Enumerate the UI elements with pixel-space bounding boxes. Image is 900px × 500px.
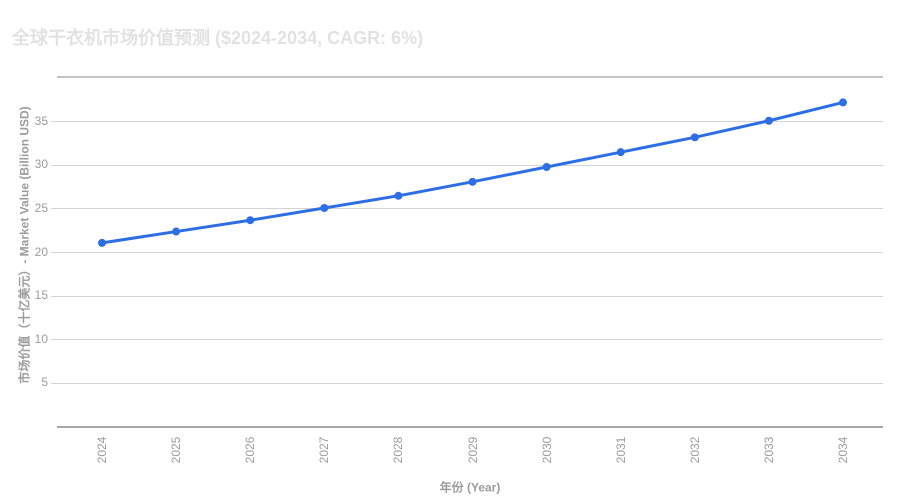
y-tick-label-25: 25 — [34, 200, 48, 215]
data-point-2030 — [542, 162, 551, 171]
y-gridline-25 — [51, 208, 883, 210]
data-point-2024 — [98, 238, 106, 247]
x-axis-title: 年份 (Year) — [439, 480, 501, 495]
chart-title: 全球干衣机市场价值预测 ($2024-2034, CAGR: 6%) — [12, 28, 424, 48]
y-tick-label-5: 5 — [41, 375, 48, 390]
y-gridline-15 — [51, 295, 883, 297]
y-gridline-30 — [51, 164, 883, 166]
y-tick-label-20: 20 — [34, 244, 48, 259]
data-point-2025 — [172, 227, 181, 236]
y-tick-label-15: 15 — [34, 288, 48, 303]
data-point-2026 — [246, 216, 255, 225]
data-point-2029 — [468, 177, 477, 186]
y-tick-label-30: 30 — [34, 157, 48, 172]
data-point-2027 — [320, 204, 329, 213]
y-tick-label-35: 35 — [34, 113, 48, 128]
y-gridline-5 — [51, 382, 883, 384]
y-gridline-20 — [51, 252, 883, 253]
data-point-2034 — [839, 98, 847, 107]
data-point-2028 — [394, 191, 403, 200]
market-value-line — [100, 100, 845, 245]
x-axis-line — [57, 426, 883, 428]
y-tick-label-10: 10 — [34, 331, 48, 346]
plot-top-border — [57, 76, 883, 78]
y-gridline-35 — [51, 121, 883, 123]
y-gridline-10 — [51, 339, 883, 341]
data-point-2033 — [764, 116, 773, 125]
data-point-2031 — [616, 148, 625, 157]
data-point-2032 — [690, 133, 699, 142]
